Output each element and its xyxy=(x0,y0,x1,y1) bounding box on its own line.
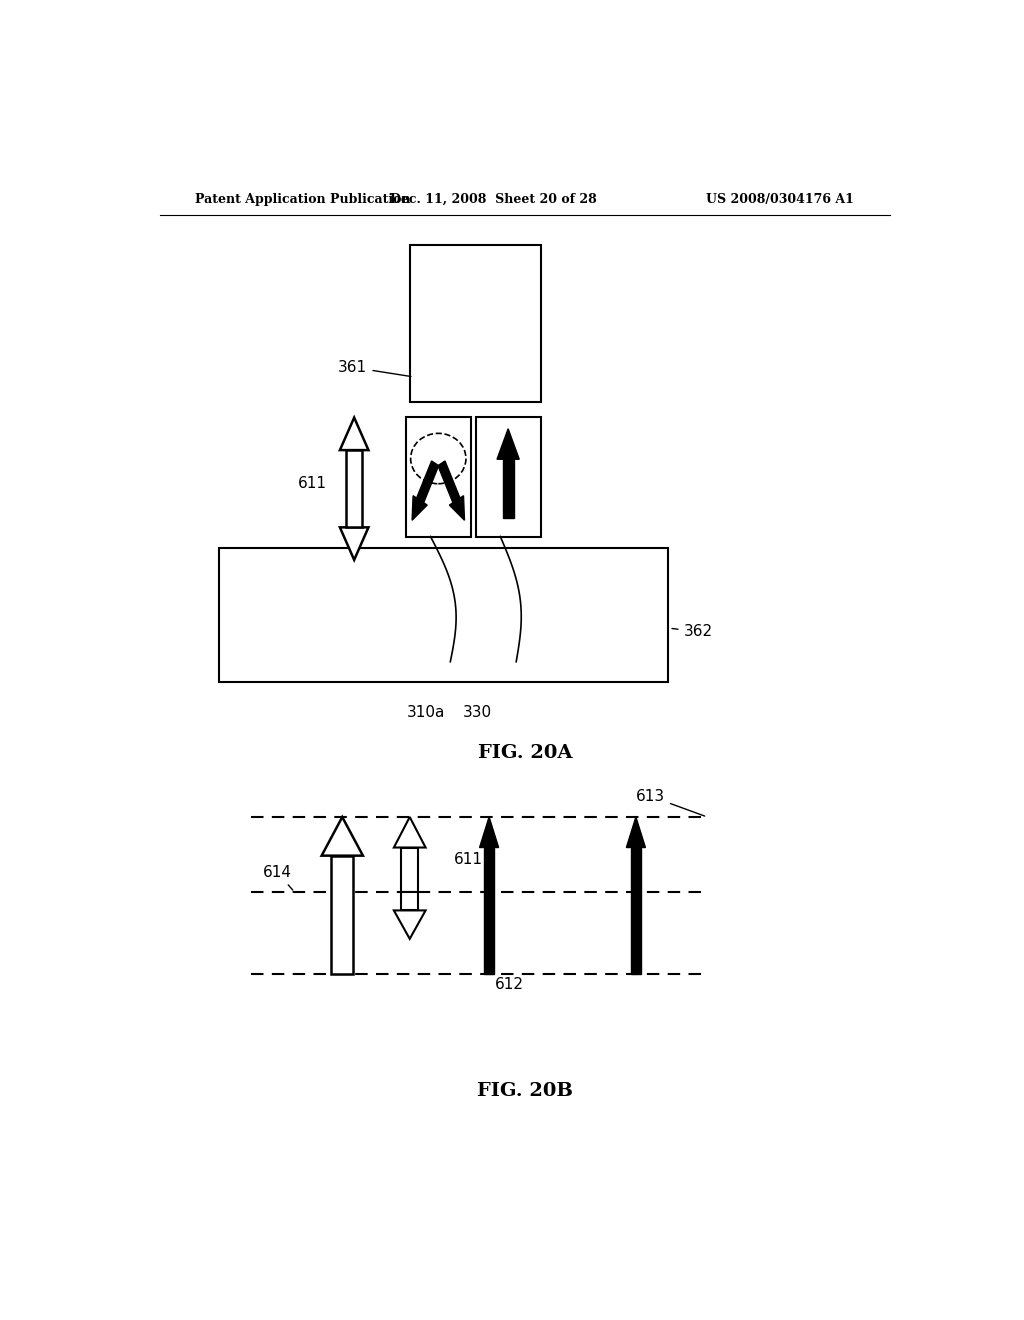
Text: 361: 361 xyxy=(338,360,411,376)
Polygon shape xyxy=(450,496,465,520)
Bar xyxy=(346,450,362,528)
Bar xyxy=(406,417,471,536)
Text: 330: 330 xyxy=(463,705,492,721)
Polygon shape xyxy=(340,528,369,560)
Text: FIG. 20A: FIG. 20A xyxy=(477,744,572,762)
Polygon shape xyxy=(417,461,438,503)
Polygon shape xyxy=(394,911,426,939)
Text: FIG. 20B: FIG. 20B xyxy=(477,1082,572,1101)
Polygon shape xyxy=(631,847,641,974)
Bar xyxy=(219,548,668,682)
Text: 310a: 310a xyxy=(407,705,444,721)
Bar xyxy=(410,244,541,403)
Polygon shape xyxy=(340,417,369,450)
Polygon shape xyxy=(412,496,427,520)
Polygon shape xyxy=(484,847,494,974)
Text: 611: 611 xyxy=(297,477,327,491)
Bar xyxy=(475,417,541,536)
Polygon shape xyxy=(627,817,645,847)
Text: 612: 612 xyxy=(489,974,523,991)
Bar xyxy=(401,847,419,892)
Polygon shape xyxy=(438,461,460,503)
Text: 614: 614 xyxy=(263,865,293,890)
Text: Dec. 11, 2008  Sheet 20 of 28: Dec. 11, 2008 Sheet 20 of 28 xyxy=(390,193,596,206)
Text: US 2008/0304176 A1: US 2008/0304176 A1 xyxy=(707,193,854,206)
Text: 613: 613 xyxy=(636,789,705,816)
Text: 611: 611 xyxy=(454,853,482,867)
Polygon shape xyxy=(503,459,514,519)
Text: 362: 362 xyxy=(672,624,713,639)
Polygon shape xyxy=(479,817,499,847)
Bar xyxy=(401,892,419,911)
Polygon shape xyxy=(322,817,362,855)
Polygon shape xyxy=(394,817,426,847)
Text: Patent Application Publication: Patent Application Publication xyxy=(196,193,411,206)
Polygon shape xyxy=(497,429,519,459)
Bar xyxy=(331,855,353,974)
